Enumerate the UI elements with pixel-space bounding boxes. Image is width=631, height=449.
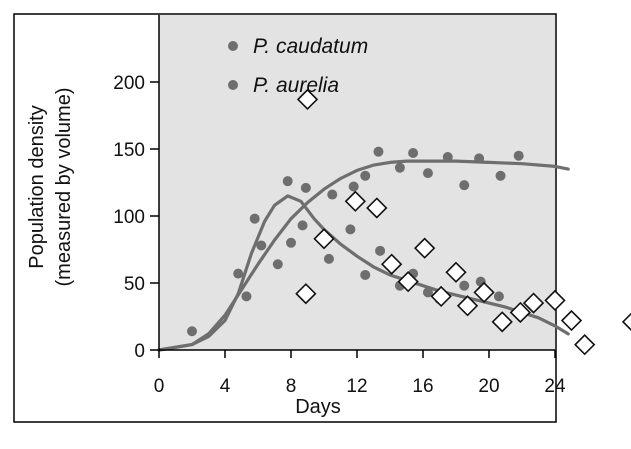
data-point-diamond xyxy=(397,271,419,293)
x-tick-label: 24 xyxy=(544,376,566,397)
data-point-p-caudatum xyxy=(187,326,197,337)
data-point-p-aurelia xyxy=(513,150,524,161)
curve-p-caudatum xyxy=(157,194,570,352)
data-point-diamond xyxy=(544,289,566,312)
data-point-p-caudatum xyxy=(233,268,244,279)
data-point-diamond xyxy=(560,309,583,332)
legend-label-p-aurelia: P. aurelia xyxy=(253,74,339,97)
points-layer xyxy=(187,88,631,356)
data-point-p-caudatum xyxy=(282,176,293,187)
data-point-diamond xyxy=(574,334,596,356)
data-point-diamond xyxy=(381,253,403,275)
data-point-p-caudatum xyxy=(375,245,386,256)
legend: P. caudatum P. aurelia xyxy=(228,35,368,97)
data-point-p-caudatum xyxy=(241,291,252,302)
data-point-p-caudatum xyxy=(422,287,433,298)
data-point-p-caudatum xyxy=(286,237,296,248)
data-point-p-caudatum xyxy=(249,213,260,224)
data-point-diamond xyxy=(414,237,436,259)
data-point-diamond xyxy=(344,190,366,212)
data-point-p-aurelia xyxy=(360,170,371,181)
data-point-diamond xyxy=(509,301,531,324)
y-tick-label: 200 xyxy=(113,73,145,94)
data-point-p-caudatum xyxy=(272,259,283,270)
data-point-diamond xyxy=(313,228,335,250)
x-tick-label: 12 xyxy=(346,376,367,397)
y-axis-title-line-1: Population density xyxy=(26,105,48,268)
data-point-p-aurelia xyxy=(442,152,453,163)
data-point-p-aurelia xyxy=(422,168,433,179)
data-point-diamond xyxy=(296,88,319,111)
data-point-diamond xyxy=(522,292,545,314)
x-tick-label: 16 xyxy=(412,376,433,397)
data-point-p-caudatum xyxy=(323,253,334,264)
legend-marker-p-aurelia xyxy=(228,80,238,90)
data-point-p-caudatum xyxy=(348,181,359,192)
data-point-p-caudatum xyxy=(256,240,267,251)
data-point-diamond xyxy=(621,312,631,331)
data-point-p-caudatum xyxy=(327,189,338,200)
data-point-diamond xyxy=(295,283,317,305)
data-point-p-caudatum xyxy=(300,182,311,193)
data-point-p-aurelia xyxy=(459,180,470,191)
data-point-diamond xyxy=(445,261,467,283)
data-point-p-caudatum xyxy=(493,291,504,302)
data-point-p-aurelia xyxy=(408,148,419,159)
y-tick-label: 0 xyxy=(134,341,145,362)
data-point-diamond xyxy=(366,197,388,219)
legend-label-p-caudatum: P. caudatum xyxy=(253,35,368,58)
data-point-p-caudatum xyxy=(360,269,371,280)
x-tick-label: 20 xyxy=(478,376,499,397)
y-axis-title-line-2: (measured by volume) xyxy=(53,88,75,287)
x-tick-label: 4 xyxy=(220,376,231,397)
data-point-diamond xyxy=(456,295,479,317)
data-point-diamond xyxy=(491,311,513,333)
data-point-p-caudatum xyxy=(297,220,308,231)
data-point-p-aurelia xyxy=(394,162,405,173)
y-tick-label: 50 xyxy=(124,274,145,295)
data-point-p-aurelia xyxy=(373,146,384,157)
ticks-layer: 0 4 8 12 16 20 24 0 50 100 150 200 xyxy=(113,73,566,397)
y-tick-label: 150 xyxy=(113,140,145,161)
data-point-p-caudatum xyxy=(459,280,470,291)
data-point-diamond xyxy=(430,285,452,308)
data-point-p-caudatum xyxy=(345,224,356,235)
y-tick-label: 100 xyxy=(113,207,145,228)
data-point-p-aurelia xyxy=(495,170,506,181)
legend-marker-p-caudatum xyxy=(228,41,238,51)
x-axis-title: Days xyxy=(295,396,341,418)
x-tick-label: 8 xyxy=(286,376,297,397)
x-tick-label: 0 xyxy=(154,376,165,397)
data-point-diamond xyxy=(473,281,495,304)
data-point-p-aurelia xyxy=(474,153,485,164)
